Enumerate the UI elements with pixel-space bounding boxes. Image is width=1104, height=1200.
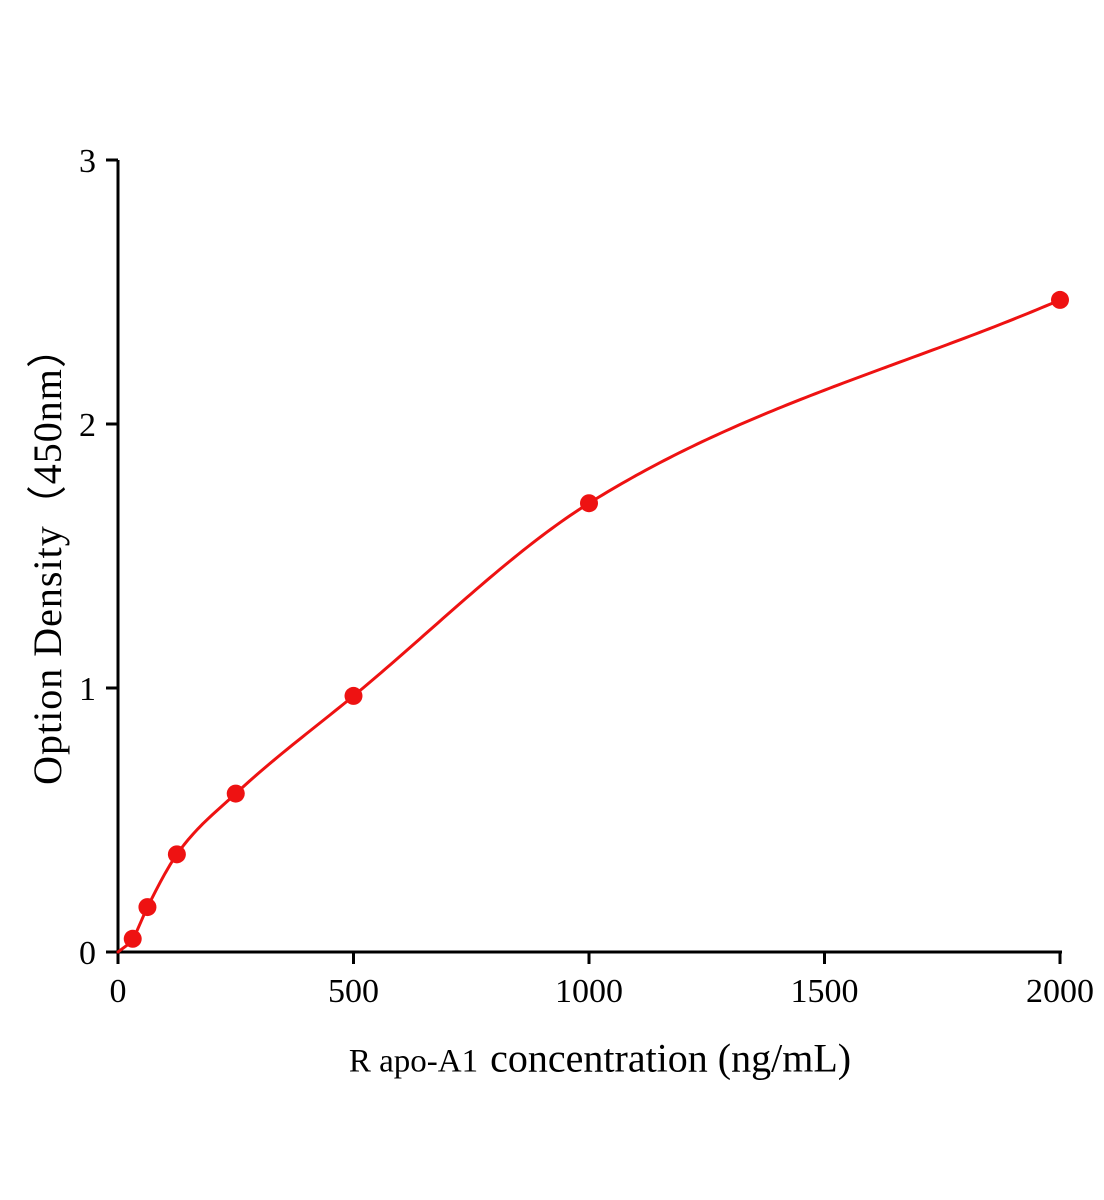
data-point [1051,290,1069,309]
x-axis-title-prefix: R apo-A1 [348,1043,479,1080]
x-axis-title-main: concentration (ng/mL) [490,1035,852,1081]
x-axis-title: R apo-A1 concentration (ng/mL) [349,1035,851,1082]
standard-curve-line [116,298,1062,954]
data-point [344,686,363,705]
y-axis-title: Option Density（450nm） [15,327,73,785]
x-tick-label: 1500 [791,973,859,1010]
y-axis-title-text: Option Density（450nm） [25,327,70,785]
y-tick-label: 2 [79,407,96,444]
data-point [138,898,157,917]
y-tick-label: 3 [79,143,96,180]
data-point [226,784,245,803]
x-tick-label: 2000 [1026,973,1094,1010]
data-point [580,494,598,513]
data-point [167,845,186,864]
x-tick-label: 1000 [555,973,623,1010]
x-tick-label: 0 [110,973,127,1010]
y-tick-label: 1 [79,671,96,708]
y-tick-label: 0 [79,935,96,972]
data-point [123,929,142,948]
x-tick-label: 500 [328,973,379,1010]
